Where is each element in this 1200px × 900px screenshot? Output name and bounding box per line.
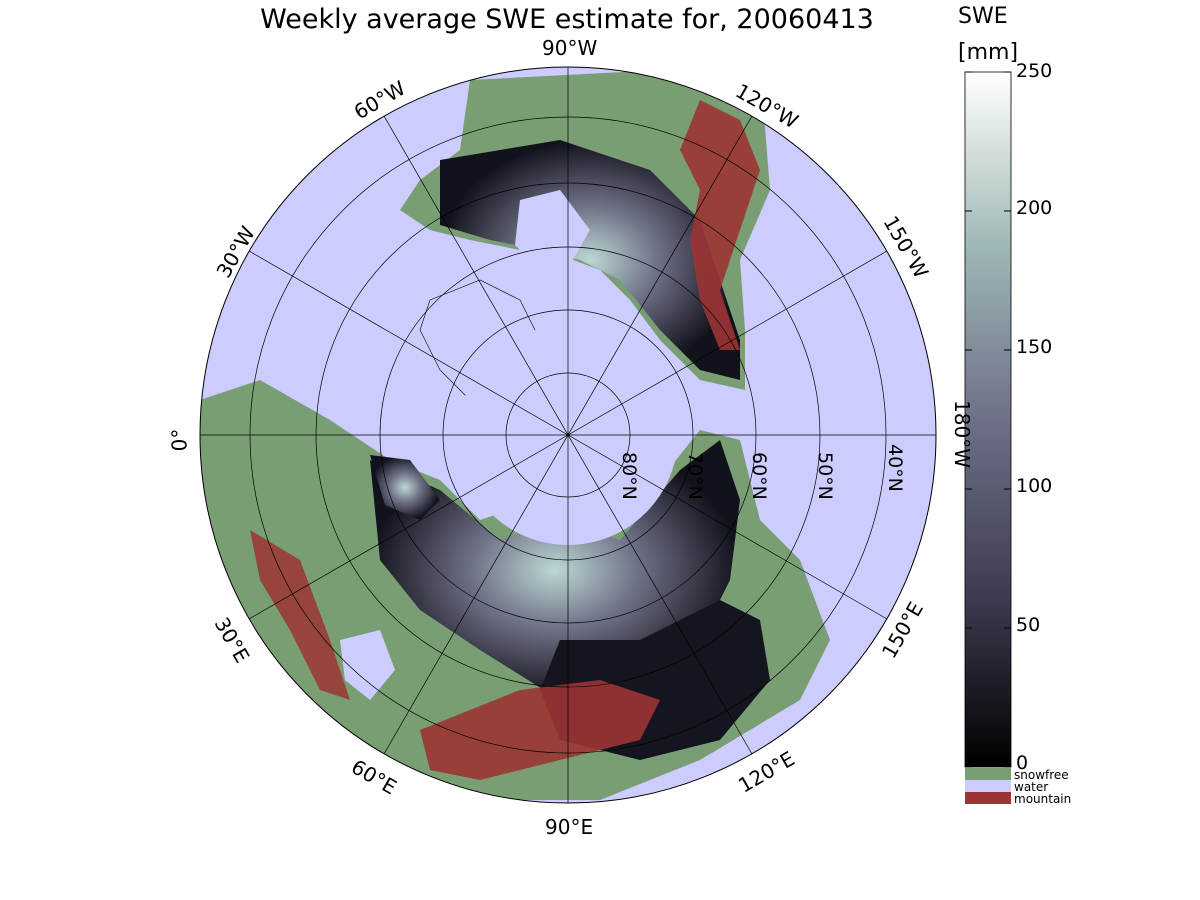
lon-label-90w: 90°W xyxy=(542,36,598,60)
legend-swatch-mountain xyxy=(965,792,1011,804)
meridians xyxy=(200,67,936,803)
colorbar-tick-250: 250 xyxy=(1016,60,1053,82)
lon-label-90e: 90°E xyxy=(545,815,594,839)
legend-swatch-snowfree xyxy=(965,768,1011,780)
legend-label-snowfree: snowfree xyxy=(1014,768,1069,782)
map-border xyxy=(199,66,937,804)
siberia-snow xyxy=(370,440,740,700)
colorbar-tick-150: 150 xyxy=(1016,336,1053,358)
na-snow xyxy=(440,140,740,380)
lon-label-0: 0° xyxy=(167,428,192,452)
colorbar-title: SWE xyxy=(958,4,1008,29)
caspian-sea xyxy=(340,630,395,700)
colorbar-tick-50: 50 xyxy=(1016,614,1041,636)
colorbar-unit: [mm] xyxy=(958,40,1019,65)
legend-label-mountain: mountain xyxy=(1014,792,1072,806)
legend-swatch-water xyxy=(965,780,1011,792)
asian-mountains xyxy=(420,680,660,780)
lat-label-50n: 50°N xyxy=(814,452,836,500)
lon-label-180w: 180°W xyxy=(949,400,974,468)
lat-label-60n: 60°N xyxy=(748,452,770,500)
legend-label-water: water xyxy=(1014,780,1049,794)
lat-label-70n: 70°N xyxy=(684,452,706,500)
lat-label-40n: 40°N xyxy=(884,444,906,492)
scandinavia-snow xyxy=(370,455,440,520)
rocky-mountains xyxy=(680,100,760,350)
colorbar-ticks xyxy=(965,71,1011,768)
colorbar-tick-100: 100 xyxy=(1016,475,1053,497)
map-title: Weekly average SWE estimate for, 2006041… xyxy=(260,4,874,35)
colorbar-tick-200: 200 xyxy=(1016,197,1053,219)
european-mountains xyxy=(250,530,350,700)
lat-label-80n: 80°N xyxy=(618,452,640,500)
colorbar-gradient xyxy=(964,71,1012,768)
colorbar-tick-0: 0 xyxy=(1016,752,1029,774)
land-masses xyxy=(200,67,830,800)
